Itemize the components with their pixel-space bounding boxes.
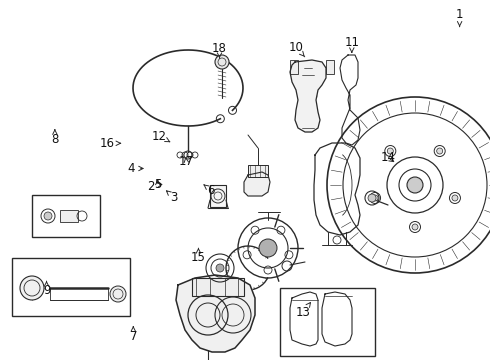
Text: 6: 6: [204, 184, 215, 197]
Text: 8: 8: [51, 130, 59, 146]
Circle shape: [44, 212, 52, 220]
Polygon shape: [176, 275, 255, 352]
Text: 14: 14: [381, 151, 395, 164]
Circle shape: [368, 194, 376, 202]
Text: 12: 12: [152, 130, 170, 143]
Text: 5: 5: [154, 178, 162, 191]
Text: 7: 7: [129, 327, 137, 343]
Text: 2: 2: [147, 180, 162, 193]
Text: 13: 13: [295, 302, 311, 319]
Circle shape: [110, 286, 126, 302]
Circle shape: [407, 177, 423, 193]
Bar: [326, 60, 334, 74]
Bar: [210, 185, 226, 207]
Text: 4: 4: [127, 162, 143, 175]
Bar: [32, 195, 100, 237]
Circle shape: [259, 239, 277, 257]
Text: 1: 1: [456, 8, 464, 27]
Text: 18: 18: [212, 42, 227, 58]
Circle shape: [216, 264, 224, 272]
Bar: [248, 165, 268, 177]
Bar: [12, 258, 130, 316]
Text: 17: 17: [179, 155, 194, 168]
Text: 15: 15: [191, 248, 206, 264]
Text: 10: 10: [289, 41, 305, 57]
Text: 11: 11: [344, 36, 359, 52]
Polygon shape: [244, 172, 270, 196]
Circle shape: [20, 276, 44, 300]
Text: 16: 16: [99, 137, 121, 150]
Circle shape: [437, 148, 442, 154]
Circle shape: [372, 195, 378, 201]
Text: 3: 3: [167, 191, 178, 204]
Polygon shape: [290, 60, 326, 132]
Circle shape: [452, 195, 458, 201]
Bar: [290, 60, 298, 74]
Bar: [280, 288, 375, 356]
Bar: [60, 210, 78, 222]
Circle shape: [387, 148, 393, 154]
Circle shape: [215, 55, 229, 69]
Text: 9: 9: [43, 282, 50, 297]
Bar: [192, 278, 244, 296]
Circle shape: [412, 224, 418, 230]
